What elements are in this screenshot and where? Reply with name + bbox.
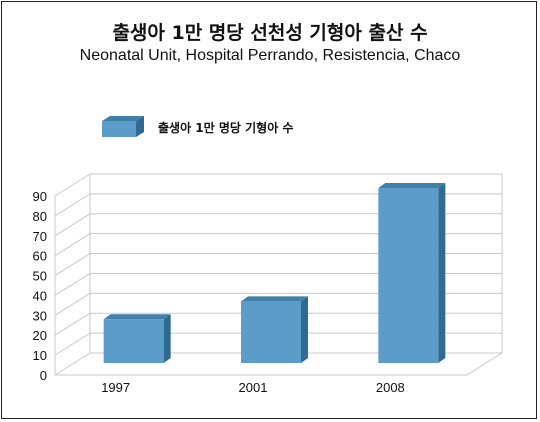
bar-top — [378, 182, 446, 188]
y-tick-label: 80 — [33, 209, 47, 224]
y-tick-label: 40 — [33, 288, 47, 303]
legend-swatch — [102, 121, 136, 137]
bar-front — [241, 301, 301, 363]
bar — [103, 314, 171, 363]
bar-side — [301, 296, 308, 363]
grid-line-side — [54, 332, 91, 356]
bar-side — [163, 314, 171, 363]
bars — [103, 182, 446, 363]
legend-swatch-top — [102, 116, 144, 121]
grid-line-side — [54, 193, 91, 217]
y-tick-label: 30 — [33, 308, 47, 323]
bar-top — [241, 296, 308, 302]
y-tick-label: 0 — [40, 368, 47, 383]
grid-line-side — [54, 213, 91, 237]
bar-side — [438, 182, 446, 363]
grid-line-side — [54, 352, 91, 376]
x-tick-label: 2008 — [376, 380, 405, 395]
y-tick-label: 10 — [33, 348, 47, 363]
bar — [241, 296, 308, 363]
y-tick-label: 50 — [33, 269, 47, 284]
floor-right-edge — [466, 352, 503, 376]
x-axis-ticks: 1997 2001 2008 — [101, 380, 405, 395]
grid-line-side — [54, 292, 91, 316]
grid-line-side — [54, 253, 91, 276]
grid-line-side — [54, 233, 91, 257]
bar-top — [103, 314, 171, 320]
bar — [378, 182, 446, 363]
grid-line-side — [54, 312, 91, 336]
y-tick-label: 90 — [33, 189, 47, 204]
bar-front — [103, 319, 164, 363]
legend-label: 출생아 1만 명당 기형아 수 — [158, 121, 294, 135]
chart-title: 출생아 1만 명당 선천성 기형아 출산 수 — [112, 22, 428, 44]
legend-swatch-side — [136, 116, 144, 137]
grid-line-side — [54, 273, 91, 296]
x-tick-label: 1997 — [101, 380, 130, 395]
y-axis-ticks: 0 10 20 30 40 50 60 70 80 90 — [33, 189, 47, 383]
chart-subtitle: Neonatal Unit, Hospital Perrando, Resist… — [79, 47, 461, 64]
y-tick-label: 20 — [33, 328, 47, 343]
y-tick-label: 60 — [33, 249, 47, 264]
y-tick-label: 70 — [33, 229, 47, 244]
grid-line-side — [54, 173, 91, 197]
x-tick-label: 2001 — [239, 380, 268, 395]
legend — [102, 116, 144, 137]
bar-front — [378, 187, 439, 363]
